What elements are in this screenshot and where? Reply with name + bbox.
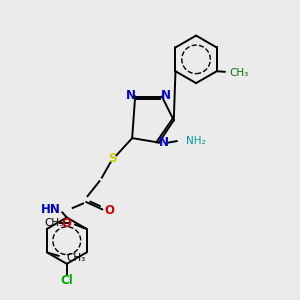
Text: CH₃: CH₃ [229, 68, 248, 78]
Text: N: N [159, 136, 169, 149]
Text: HN: HN [41, 203, 61, 216]
Text: S: S [109, 152, 117, 165]
Text: NH₂: NH₂ [186, 136, 205, 146]
Text: Cl: Cl [60, 274, 73, 287]
Text: N: N [161, 89, 171, 102]
Text: O: O [104, 204, 114, 218]
Text: O: O [61, 217, 71, 230]
Text: N: N [126, 89, 136, 102]
Text: CH₃: CH₃ [44, 218, 64, 228]
Text: CH₃: CH₃ [66, 253, 85, 262]
